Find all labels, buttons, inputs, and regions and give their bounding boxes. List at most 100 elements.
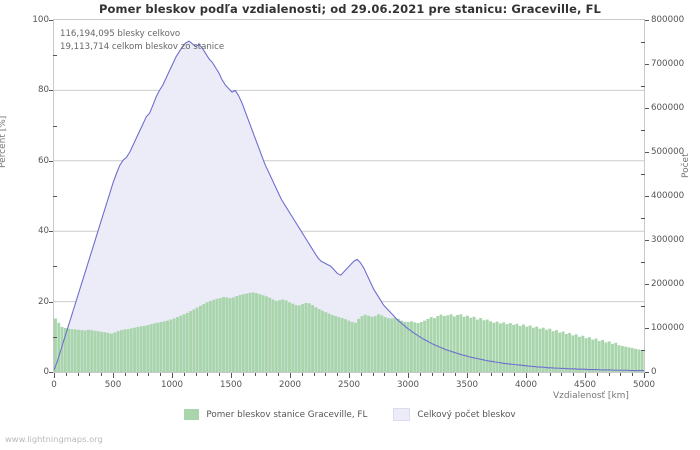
x-tick-label: 2500 xyxy=(337,380,361,390)
x-tick-label: 4000 xyxy=(514,380,538,390)
axis-tick xyxy=(172,373,173,378)
axis-tick xyxy=(597,373,598,376)
axis-tick xyxy=(645,152,649,153)
x-tick-label: 5000 xyxy=(632,380,656,390)
axis-tick xyxy=(479,373,480,376)
axis-tick xyxy=(641,86,645,87)
axis-tick xyxy=(514,373,515,376)
axis-tick xyxy=(219,373,220,376)
axis-tick xyxy=(550,373,551,376)
axis-tick xyxy=(641,350,645,351)
axis-tick xyxy=(49,161,53,162)
axis-tick xyxy=(53,196,57,197)
axis-tick xyxy=(641,174,645,175)
chart-legend: Pomer bleskov stanice Graceville, FL Cel… xyxy=(0,408,700,421)
x-tick-label: 500 xyxy=(104,380,122,390)
axis-tick xyxy=(49,20,53,21)
y-tick-label-left: 20 xyxy=(37,297,49,307)
y-tick-label-right: 400000 xyxy=(651,191,685,201)
axis-tick xyxy=(207,373,208,376)
axis-tick xyxy=(645,240,649,241)
axis-tick xyxy=(644,373,645,378)
axis-tick xyxy=(538,373,539,376)
axis-tick xyxy=(408,373,409,378)
axis-tick xyxy=(49,372,53,373)
axis-tick xyxy=(148,373,149,376)
x-tick-label: 1000 xyxy=(160,380,184,390)
axis-tick xyxy=(645,20,649,21)
axis-tick xyxy=(641,306,645,307)
axis-tick xyxy=(455,373,456,376)
axis-tick xyxy=(196,373,197,376)
axis-tick xyxy=(266,373,267,376)
x-tick-label: 3500 xyxy=(455,380,479,390)
axis-tick xyxy=(420,373,421,376)
axis-tick xyxy=(49,231,53,232)
y-tick-label-left: 60 xyxy=(37,156,49,166)
x-tick-label: 1500 xyxy=(219,380,243,390)
axis-tick xyxy=(53,126,57,127)
axis-tick xyxy=(49,90,53,91)
plot-area xyxy=(53,19,645,373)
axis-tick xyxy=(53,337,57,338)
axis-tick xyxy=(243,373,244,376)
legend-swatch-total-count xyxy=(393,408,411,421)
annotation-total-flashes: 116,194,095 blesky celkovo xyxy=(60,29,181,39)
axis-tick xyxy=(609,373,610,376)
axis-tick xyxy=(502,373,503,376)
legend-label-station-ratio: Pomer bleskov stanice Graceville, FL xyxy=(206,409,368,420)
watermark: www.lightningmaps.org xyxy=(5,434,103,444)
x-tick-label: 3000 xyxy=(396,380,420,390)
axis-tick xyxy=(526,373,527,378)
axis-tick xyxy=(585,373,586,378)
x-tick-label: 0 xyxy=(51,380,57,390)
axis-tick xyxy=(396,373,397,376)
axis-tick xyxy=(78,373,79,376)
y-tick-label-left: 80 xyxy=(37,85,49,95)
axis-tick xyxy=(641,262,645,263)
axis-tick xyxy=(54,373,55,378)
axis-tick xyxy=(384,373,385,376)
axis-tick xyxy=(432,373,433,376)
y-tick-label-right: 700000 xyxy=(651,59,685,69)
legend-item-total-count[interactable]: Celkový počet bleskov xyxy=(393,408,516,421)
axis-tick xyxy=(491,373,492,376)
axis-tick xyxy=(645,64,649,65)
legend-swatch-station-ratio xyxy=(184,409,200,420)
y-tick-label-right: 200000 xyxy=(651,279,685,289)
axis-tick xyxy=(160,373,161,376)
axis-tick xyxy=(53,55,57,56)
y-tick-label-right: 800000 xyxy=(651,15,685,25)
axis-tick xyxy=(645,196,649,197)
page-title: Pomer bleskov podľa vzdialenosti; od 29.… xyxy=(99,2,601,16)
axis-tick xyxy=(125,373,126,376)
axis-tick xyxy=(184,373,185,376)
y-axis-label-right: Počet xyxy=(681,153,691,178)
axis-tick xyxy=(66,373,67,376)
y-tick-label-right: 300000 xyxy=(651,235,685,245)
axis-tick xyxy=(641,42,645,43)
axis-tick xyxy=(632,373,633,376)
axis-tick xyxy=(373,373,374,376)
axis-tick xyxy=(337,373,338,376)
axis-tick xyxy=(137,373,138,376)
x-tick-label: 2000 xyxy=(278,380,302,390)
axis-tick xyxy=(641,218,645,219)
axis-tick xyxy=(645,372,649,373)
legend-item-station-ratio[interactable]: Pomer bleskov stanice Graceville, FL xyxy=(184,409,367,420)
axis-tick xyxy=(573,373,574,376)
y-tick-label-right: 100000 xyxy=(651,323,685,333)
axis-tick xyxy=(645,108,649,109)
plot-svg xyxy=(54,40,644,372)
axis-tick xyxy=(101,373,102,376)
axis-tick xyxy=(645,328,649,329)
axis-tick xyxy=(645,284,649,285)
axis-tick xyxy=(53,266,57,267)
axis-tick xyxy=(49,302,53,303)
axis-tick xyxy=(443,373,444,376)
annotation-station-flashes: 19,113,714 celkom bleskov zo stanice xyxy=(60,42,225,52)
y-tick-label-left: 0 xyxy=(43,367,49,377)
x-axis-label: Vzdialenosť [km] xyxy=(553,391,629,401)
axis-tick xyxy=(620,373,621,376)
